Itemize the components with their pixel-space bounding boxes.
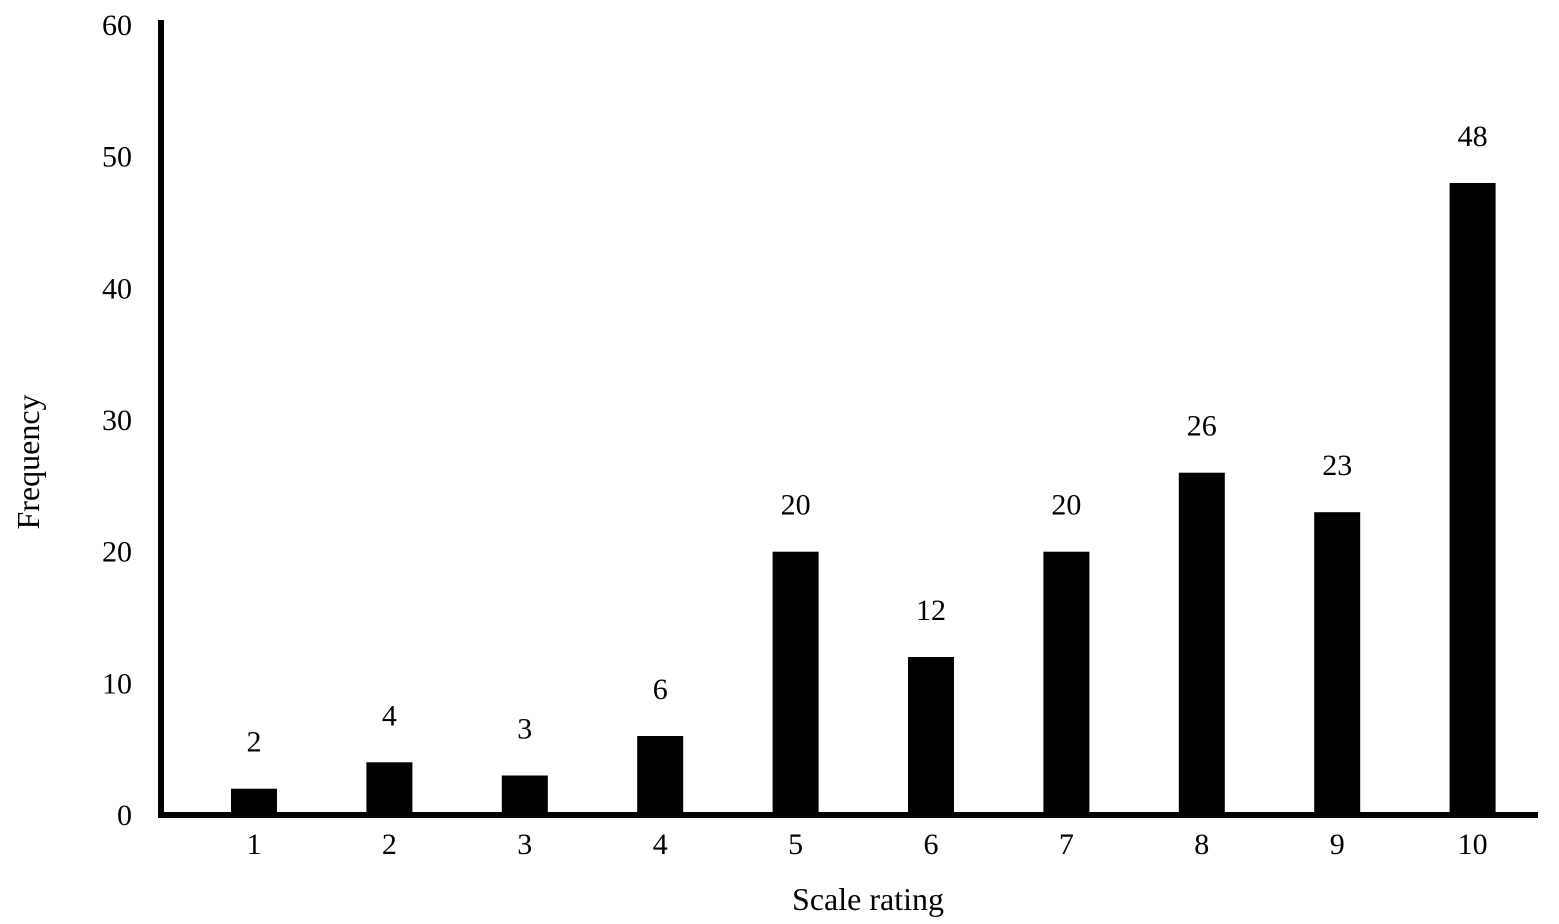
x-tick-label-1: 1: [247, 828, 262, 861]
x-tick-label-10: 10: [1458, 828, 1488, 861]
x-tick-labels: 1 2 3 4 5 6 7 8 9 10: [247, 828, 1488, 861]
x-tick-label-4: 4: [653, 828, 668, 861]
data-label-9: 23: [1322, 449, 1352, 482]
data-label-5: 20: [781, 489, 811, 522]
bar-4: [637, 736, 684, 815]
data-label-3: 3: [517, 713, 532, 746]
data-label-4: 6: [653, 673, 668, 706]
bars-layer: [231, 183, 1496, 815]
data-label-8: 26: [1187, 410, 1217, 443]
x-tick-label-5: 5: [788, 828, 803, 861]
bar-3: [501, 775, 548, 815]
data-label-1: 2: [247, 726, 262, 759]
y-axis-label: Frequency: [10, 394, 46, 529]
data-label-7: 20: [1051, 489, 1081, 522]
bar-9: [1314, 512, 1361, 815]
y-tick-label-30: 30: [102, 404, 132, 437]
bar-5: [772, 551, 819, 815]
x-tick-label-2: 2: [382, 828, 397, 861]
x-tick-label-3: 3: [517, 828, 532, 861]
y-tick-label-10: 10: [102, 667, 132, 700]
y-tick-label-20: 20: [102, 536, 132, 569]
bar-2: [366, 762, 413, 815]
y-tick-label-0: 0: [117, 799, 132, 832]
x-tick-label-8: 8: [1194, 828, 1209, 861]
data-label-6: 12: [916, 594, 946, 627]
bar-10: [1449, 183, 1496, 815]
data-label-10: 48: [1458, 120, 1488, 153]
y-tick-label-50: 50: [102, 141, 132, 174]
x-tick-label-6: 6: [924, 828, 939, 861]
y-tick-labels: 0 10 20 30 40 50 60: [102, 9, 132, 832]
x-tick-label-7: 7: [1059, 828, 1074, 861]
bar-6: [908, 657, 954, 815]
bar-7: [1043, 551, 1090, 815]
y-tick-label-60: 60: [102, 9, 132, 42]
x-axis-label: Scale rating: [792, 881, 944, 917]
data-label-2: 4: [382, 699, 397, 732]
bar-8: [1178, 472, 1225, 815]
x-tick-label-9: 9: [1330, 828, 1345, 861]
data-labels-layer: 2 4 3 6 20 12 20 26 23 48: [247, 120, 1488, 759]
bar-1: [231, 788, 277, 815]
y-tick-label-40: 40: [102, 272, 132, 305]
